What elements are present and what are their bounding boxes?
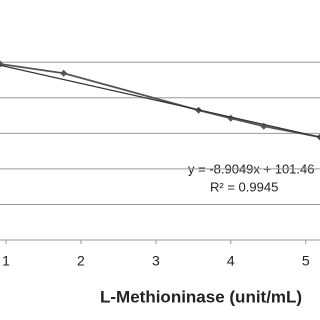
x-tick-label: 4 (227, 253, 235, 269)
r-squared: R² = 0.9945 (210, 179, 278, 194)
x-axis-title: L-Methioninase (unit/mL) (100, 287, 302, 306)
x-tick-label: 5 (302, 253, 310, 269)
series-line (0, 63, 320, 138)
x-tick-label: 3 (152, 253, 160, 269)
series-line (0, 64, 320, 138)
x-tick-label: 1 (2, 253, 10, 269)
marker (60, 69, 68, 77)
x-tick-label: 2 (77, 253, 85, 269)
marker (227, 114, 235, 122)
